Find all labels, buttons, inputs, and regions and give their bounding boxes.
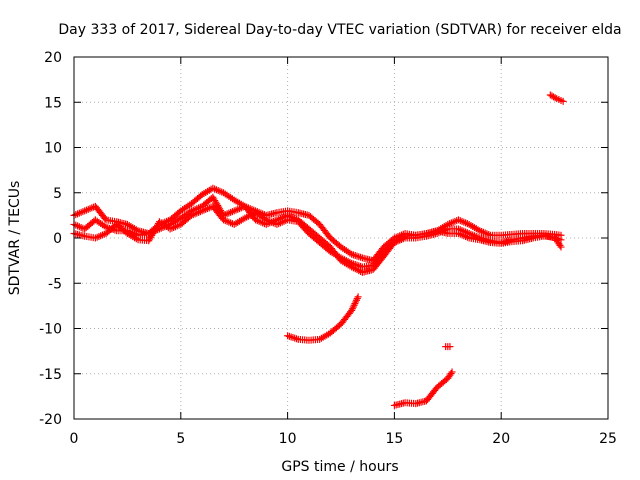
y-tick-label: 10 — [44, 141, 62, 157]
series-3 — [70, 202, 565, 271]
data-point — [551, 94, 559, 102]
y-tick-label: 20 — [44, 50, 62, 66]
axis-ticks: 0 5 10 15 20 25 -20 -15 -10 -5 0 5 10 15 20 — [39, 50, 617, 447]
chart-title: Day 333 of 2017, Sidereal Day-to-day VTE… — [58, 22, 621, 38]
data-point — [291, 334, 299, 342]
data-point — [446, 343, 454, 351]
data-point — [293, 335, 300, 343]
x-tick-label: 0 — [70, 431, 79, 447]
data-point — [285, 332, 293, 340]
y-tick-label: -15 — [39, 367, 62, 383]
data-point — [556, 241, 564, 249]
y-axis-label: SDTVAR / TECUs — [7, 181, 23, 296]
x-tick-label: 20 — [492, 431, 510, 447]
x-tick-label: 5 — [176, 431, 185, 447]
data-point — [284, 332, 292, 340]
y-tick-label: 0 — [53, 231, 62, 247]
data-point — [354, 293, 362, 301]
x-tick-label: 15 — [385, 431, 403, 447]
series-4 — [284, 293, 362, 344]
y-tick-label: 15 — [44, 95, 62, 111]
data-point — [287, 333, 295, 341]
data-point — [559, 97, 567, 105]
data-point — [448, 368, 456, 376]
x-tick-label: 10 — [279, 431, 297, 447]
y-tick-label: -5 — [48, 276, 62, 292]
series-6 — [442, 91, 567, 351]
data-point — [352, 298, 360, 306]
data-point — [350, 301, 358, 309]
y-tick-label: 5 — [53, 186, 62, 202]
data-point — [353, 252, 361, 260]
data-point — [357, 253, 365, 261]
data-point — [348, 305, 356, 313]
y-tick-label: -10 — [39, 322, 62, 338]
plot-area — [70, 91, 567, 409]
y-tick-label: -20 — [39, 412, 62, 428]
data-point — [355, 253, 363, 261]
data-point — [352, 296, 360, 304]
data-point — [351, 300, 359, 308]
x-axis-label: GPS time / hours — [281, 459, 398, 475]
data-point — [349, 303, 357, 311]
x-tick-label: 25 — [599, 431, 617, 447]
data-point — [447, 370, 455, 378]
data-point — [353, 295, 361, 303]
series-5 — [390, 368, 456, 409]
data-point — [348, 306, 356, 314]
data-point — [289, 334, 297, 342]
data-point — [557, 243, 565, 251]
series-1 — [70, 184, 565, 265]
